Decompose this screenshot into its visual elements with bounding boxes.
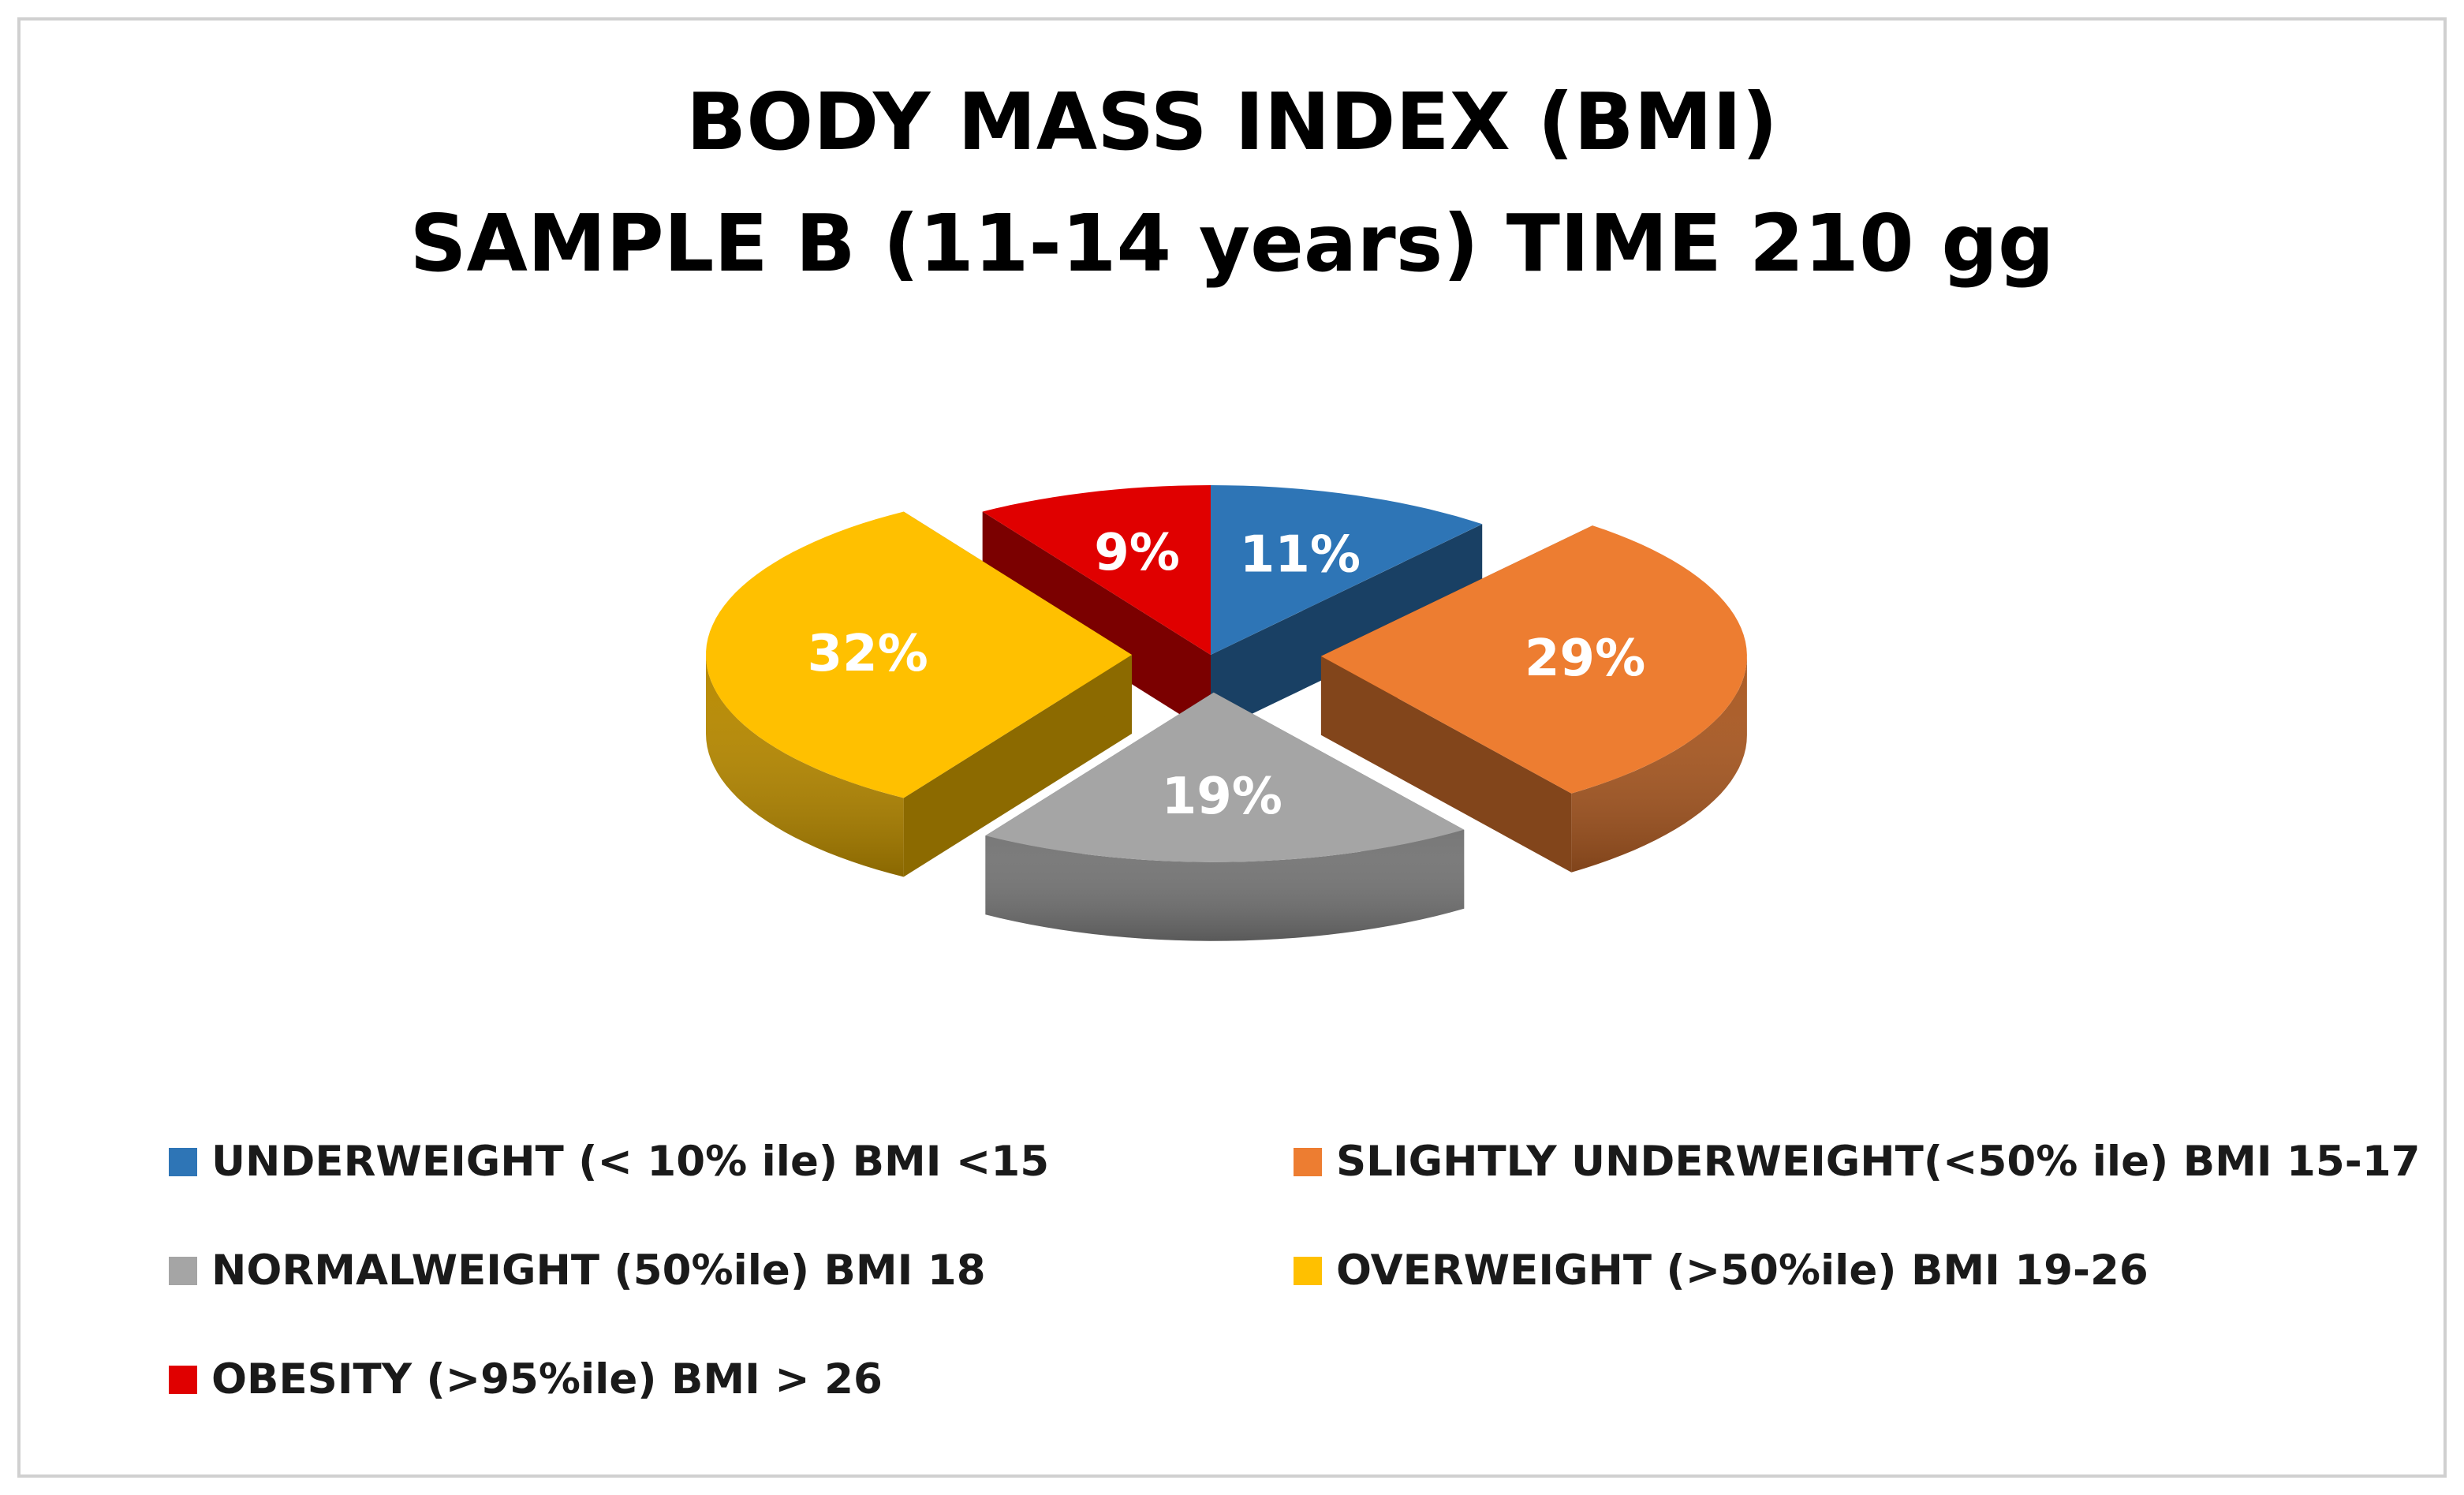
pie-slice xyxy=(706,511,1132,798)
legend-item-obesity: OBESITY (>95%ile) BMI > 26 xyxy=(169,1355,883,1403)
legend-item-slightly-underweight: SLIGHTLY UNDERWEIGHT(<50% ile) BMI 15-17 xyxy=(1294,1138,2421,1186)
legend-label: OVERWEIGHT (>50%ile) BMI 19-26 xyxy=(1336,1246,2149,1295)
pie-slice-cut-face xyxy=(1320,656,1572,873)
pie-data-label: 29% xyxy=(1525,630,1645,688)
chart-title: BODY MASS INDEX (BMI) xyxy=(686,76,1778,168)
pie-slice xyxy=(982,485,1211,655)
pie-slice xyxy=(1320,525,1747,794)
legend-swatch xyxy=(1294,1256,1322,1285)
legend-swatch xyxy=(169,1365,197,1394)
pie-data-label: 32% xyxy=(808,625,928,683)
legend-label: OBESITY (>95%ile) BMI > 26 xyxy=(211,1355,883,1403)
pie-slice-cut-face xyxy=(982,511,1211,734)
pie-slice-side xyxy=(982,511,1211,734)
pie-slice-wall-shade xyxy=(985,829,1465,941)
pie-slice-cut-face xyxy=(1211,524,1483,734)
legend-label: UNDERWEIGHT (< 10% ile) BMI <15 xyxy=(211,1138,1050,1186)
pie-slice-wall-shade xyxy=(1571,656,1747,873)
legend-label: NORMALWEIGHT (50%ile) BMI 18 xyxy=(211,1246,986,1295)
pie-data-label: 9% xyxy=(1094,524,1180,582)
legend-swatch xyxy=(169,1147,197,1176)
pie-data-label: 19% xyxy=(1162,768,1282,826)
pie-slice-side xyxy=(1211,524,1483,734)
legend-item-underweight: UNDERWEIGHT (< 10% ile) BMI <15 xyxy=(169,1138,1049,1186)
chart-subtitle: SAMPLE B (11-14 years) TIME 210 gg xyxy=(409,197,2055,290)
legend-label: SLIGHTLY UNDERWEIGHT(<50% ile) BMI 15-17 xyxy=(1336,1138,2421,1186)
pie-slice-cut-face xyxy=(903,655,1132,877)
pie-slice xyxy=(985,692,1465,862)
pie-slice xyxy=(1211,485,1483,655)
pie-slice-wall-shade xyxy=(706,655,904,877)
legend-item-normalweight: NORMALWEIGHT (50%ile) BMI 18 xyxy=(169,1246,986,1295)
pie-data-label: 11% xyxy=(1240,526,1361,585)
legend-swatch xyxy=(1294,1147,1322,1176)
legend-swatch xyxy=(169,1256,197,1285)
legend-item-overweight: OVERWEIGHT (>50%ile) BMI 19-26 xyxy=(1294,1246,2149,1295)
